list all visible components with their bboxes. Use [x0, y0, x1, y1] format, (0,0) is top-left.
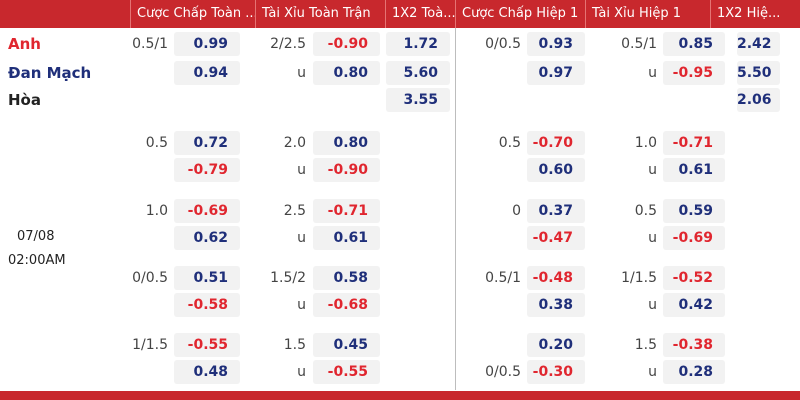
odds-cell: -0.48: [527, 266, 585, 290]
odds-cell: -0.52: [663, 266, 725, 290]
handicap-line: 0/0.5: [485, 36, 521, 52]
handicap-line: 0/0.5: [132, 270, 168, 286]
odds-cell: -0.71: [663, 131, 725, 155]
handicap-line: u: [297, 162, 306, 178]
away-team: Đan Mạch: [8, 64, 92, 82]
handicap-line: u: [648, 297, 657, 313]
odds-cell: -0.69: [174, 199, 240, 223]
handicap-line: u: [648, 162, 657, 178]
odds-cell: 0.99: [174, 32, 240, 56]
odds-cell: 0.80: [313, 61, 380, 85]
odds-cell: 0.97: [527, 61, 585, 85]
handicap-line: 0.5: [145, 135, 168, 151]
odds-cell: 0.58: [313, 266, 380, 290]
odds-cell: 3.55: [386, 88, 450, 112]
odds-cell: -0.30: [527, 360, 585, 384]
handicap-line: u: [297, 65, 306, 81]
odds-cell: -0.90: [313, 158, 380, 182]
handicap-line: 0: [512, 203, 521, 219]
odds-cell: -0.95: [663, 61, 725, 85]
odds-cell: 0.48: [174, 360, 240, 384]
handicap-line: 0/0.5: [485, 364, 521, 380]
handicap-line: 1.5: [283, 337, 306, 353]
odds-cell: 0.80: [313, 131, 380, 155]
draw-label: Hòa: [8, 91, 41, 109]
match-date: 07/08: [17, 229, 55, 244]
handicap-line: 0.5/1: [621, 36, 657, 52]
odds-cell: 0.62: [174, 226, 240, 250]
handicap-line: 0.5/1: [132, 36, 168, 52]
odds-cell: 0.28: [663, 360, 725, 384]
odds-cell: 5.60: [386, 61, 450, 85]
column-header: Tài Xỉu Toàn Trận: [255, 0, 385, 28]
odds-cell: -0.69: [663, 226, 725, 250]
odds-cell: 0.59: [663, 199, 725, 223]
column-header: 1X2 Toà...: [385, 0, 455, 28]
odds-cell: 1.72: [386, 32, 450, 56]
odds-cell: -0.71: [313, 199, 380, 223]
odds-cell: -0.70: [527, 131, 585, 155]
odds-cell: -0.55: [174, 333, 240, 357]
odds-cell: -0.79: [174, 158, 240, 182]
next-section-bar: [0, 391, 800, 400]
handicap-line: 1.0: [145, 203, 168, 219]
odds-cell: 2.06: [737, 88, 780, 112]
handicap-line: u: [648, 65, 657, 81]
odds-cell: 0.51: [174, 266, 240, 290]
odds-cell: 0.93: [527, 32, 585, 56]
handicap-line: 2.5: [283, 203, 306, 219]
handicap-line: u: [648, 364, 657, 380]
handicap-line: 0.5: [498, 135, 521, 151]
odds-cell: 0.60: [527, 158, 585, 182]
odds-cell: 2.42: [737, 32, 780, 56]
odds-cell: 0.37: [527, 199, 585, 223]
handicap-line: 0.5: [634, 203, 657, 219]
handicap-line: 1.0: [634, 135, 657, 151]
handicap-line: u: [297, 230, 306, 246]
odds-cell: 0.85: [663, 32, 725, 56]
odds-cell: 5.50: [737, 61, 780, 85]
handicap-line: u: [297, 364, 306, 380]
header-bar: Cược Chấp Toàn ... Tài Xỉu Toàn Trận 1X2 T…: [0, 0, 800, 28]
column-header: 1X2 Hiệ...: [710, 0, 800, 28]
odds-cell: -0.38: [663, 333, 725, 357]
handicap-line: 1/1.5: [621, 270, 657, 286]
match-time: 02:00AM: [8, 253, 66, 268]
handicap-line: 1/1.5: [132, 337, 168, 353]
half-divider: [455, 28, 456, 390]
odds-cell: -0.68: [313, 293, 380, 317]
odds-cell: 0.42: [663, 293, 725, 317]
handicap-line: u: [648, 230, 657, 246]
column-header: Tài Xỉu Hiệp 1: [585, 0, 710, 28]
odds-cell: 0.61: [313, 226, 380, 250]
odds-cell: 0.38: [527, 293, 585, 317]
column-header: Cược Chấp Toàn ...: [130, 0, 255, 28]
handicap-line: 1.5/2: [270, 270, 306, 286]
odds-cell: 0.20: [527, 333, 585, 357]
odds-cell: 0.94: [174, 61, 240, 85]
odds-cell: -0.47: [527, 226, 585, 250]
odds-cell: -0.90: [313, 32, 380, 56]
odds-cell: 0.72: [174, 131, 240, 155]
handicap-line: u: [297, 297, 306, 313]
handicap-line: 2.0: [283, 135, 306, 151]
odds-cell: -0.58: [174, 293, 240, 317]
handicap-line: 0.5/1: [485, 270, 521, 286]
odds-cell: 0.45: [313, 333, 380, 357]
column-header: Cược Chấp Hiệp 1: [455, 0, 585, 28]
handicap-line: 1.5: [634, 337, 657, 353]
home-team: Anh: [8, 35, 41, 53]
odds-cell: 0.61: [663, 158, 725, 182]
odds-cell: -0.55: [313, 360, 380, 384]
handicap-line: 2/2.5: [270, 36, 306, 52]
